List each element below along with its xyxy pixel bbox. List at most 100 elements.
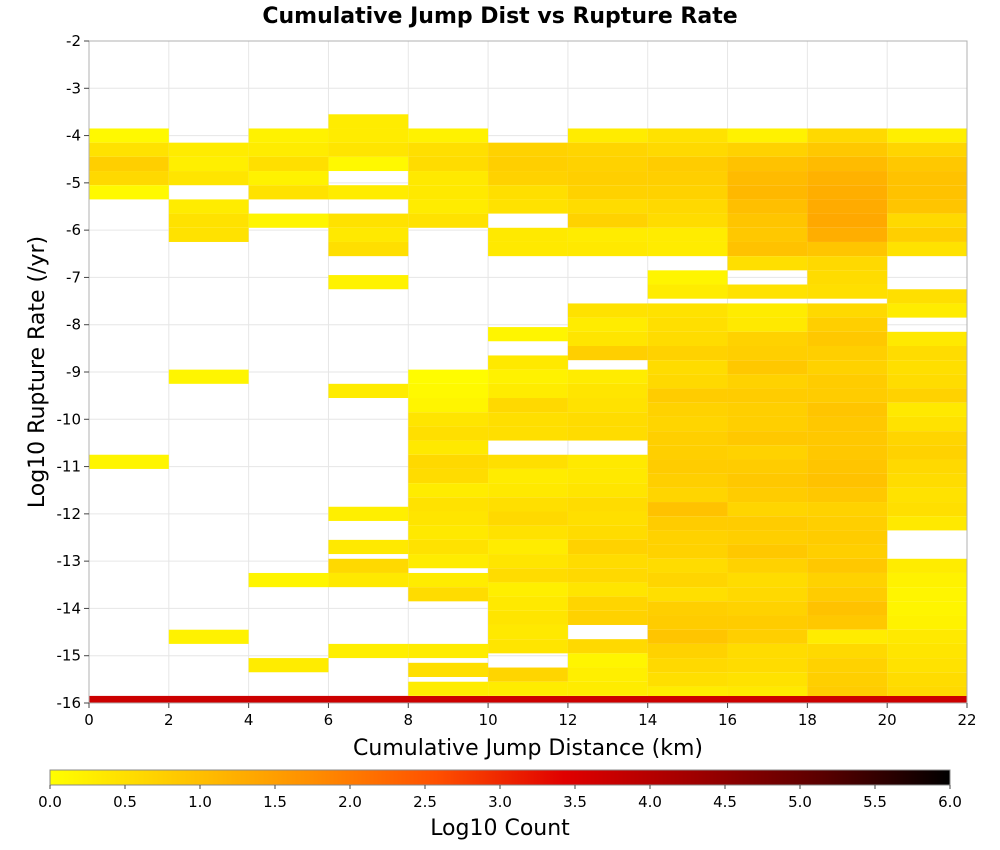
heatmap-cell [727,213,808,228]
heatmap-cell [89,171,169,186]
heatmap-cell [488,426,568,441]
colorbar-tick-label: 0.5 [113,793,137,811]
heatmap-cell [89,142,169,157]
heatmap-cell [647,284,728,299]
heatmap-cell [647,572,728,588]
heatmap-cell [567,398,648,413]
x-tick-label: 4 [244,711,254,729]
heatmap-cell [567,331,648,346]
heatmap-cell [328,227,409,242]
heatmap-cell [727,171,808,186]
heatmap-cell [328,241,409,257]
heatmap-cell [727,487,808,503]
heatmap-cell [328,539,409,555]
heatmap-cell [887,431,967,446]
heatmap-cell [647,156,728,172]
colorbar-tick-label: 3.5 [563,793,587,811]
heatmap-cell [807,374,888,389]
heatmap-cell [887,142,967,157]
heatmap-cell [887,516,967,531]
heatmap-cell [328,506,409,521]
heatmap-cell [807,445,888,460]
heatmap-cell [488,468,568,484]
heatmap-cell [408,398,489,413]
y-tick-label: -5 [66,174,81,192]
heatmap-cell [647,171,728,186]
heatmap-cell [727,431,808,446]
heatmap-cell [647,658,728,673]
heatmap-cell [807,345,888,361]
heatmap-cell [488,596,568,611]
heatmap-cell [807,473,888,488]
heatmap-cell [727,374,808,389]
heatmap-cell [408,483,489,498]
heatmap-cell [807,270,888,285]
heatmap-cell [807,128,888,143]
y-tick-label: -8 [66,316,81,334]
heatmap-cell [248,572,329,588]
heatmap-cell [89,128,169,143]
heatmap-cell [408,213,489,228]
heatmap-cell [887,213,967,228]
heatmap-cell [887,672,967,687]
heatmap-cell [567,185,648,200]
heatmap-cell [887,416,967,432]
heatmap-cell [248,156,329,172]
heatmap-cell [408,539,489,555]
y-tick-label: -15 [57,647,82,665]
heatmap-cell [727,402,808,417]
heatmap-cell [807,530,888,545]
heatmap-cell [647,128,728,143]
heatmap-cell-bottom-row [89,696,967,703]
y-tick-label: -13 [57,552,82,570]
heatmap-cell [887,558,967,573]
heatmap-cell [727,199,808,214]
heatmap-cell [408,412,489,427]
heatmap-cell [567,596,648,611]
heatmap-cell [807,156,888,172]
heatmap-cell [567,303,648,318]
heatmap-cell [408,185,489,200]
heatmap-cell [647,459,728,474]
heatmap-cell [647,615,728,630]
heatmap-cell [408,681,489,696]
colorbar-tick-label: 4.5 [713,793,737,811]
heatmap-cell [887,601,967,616]
heatmap-cell [727,156,808,172]
x-tick-label: 18 [798,711,817,729]
heatmap-cell [567,582,648,597]
y-tick-label: -7 [66,268,81,286]
y-axis-ticks: -2 -3 -4 -5 -6 -7 -8 -9 -10 -11 -12 -13 -14 -15 -16 [57,32,89,712]
heatmap-cell [647,185,728,200]
heatmap-cell [727,572,808,588]
heatmap-cell [887,587,967,602]
heatmap-cell [89,156,169,172]
heatmap-cell [488,610,568,625]
heatmap-cell [567,156,648,172]
colorbar-tick-label: 0.0 [38,793,62,811]
heatmap-cell [408,426,489,441]
heatmap-cell [488,624,568,640]
heatmap-cell [887,199,967,214]
heatmap-cell [647,199,728,214]
x-tick-label: 0 [84,711,94,729]
heatmap-cell [727,142,808,157]
heatmap-cell [488,568,568,583]
y-tick-label: -16 [57,694,82,712]
y-tick-label: -10 [57,410,82,428]
heatmap-cell [647,345,728,361]
heatmap-cell [647,402,728,417]
heatmap-cell [567,483,648,498]
heatmap-cell [727,658,808,673]
heatmap-cell [567,525,648,540]
heatmap-cell [727,388,808,403]
heatmap-cell [168,213,249,228]
heatmap-cell [887,345,967,361]
heatmap-cell [567,345,648,361]
heatmap-cell [807,284,888,299]
heatmap-cell [328,572,409,588]
heatmap-cell [567,681,648,696]
heatmap-cell [887,658,967,673]
heatmap-cell [647,502,728,517]
heatmap-cell [887,289,967,304]
